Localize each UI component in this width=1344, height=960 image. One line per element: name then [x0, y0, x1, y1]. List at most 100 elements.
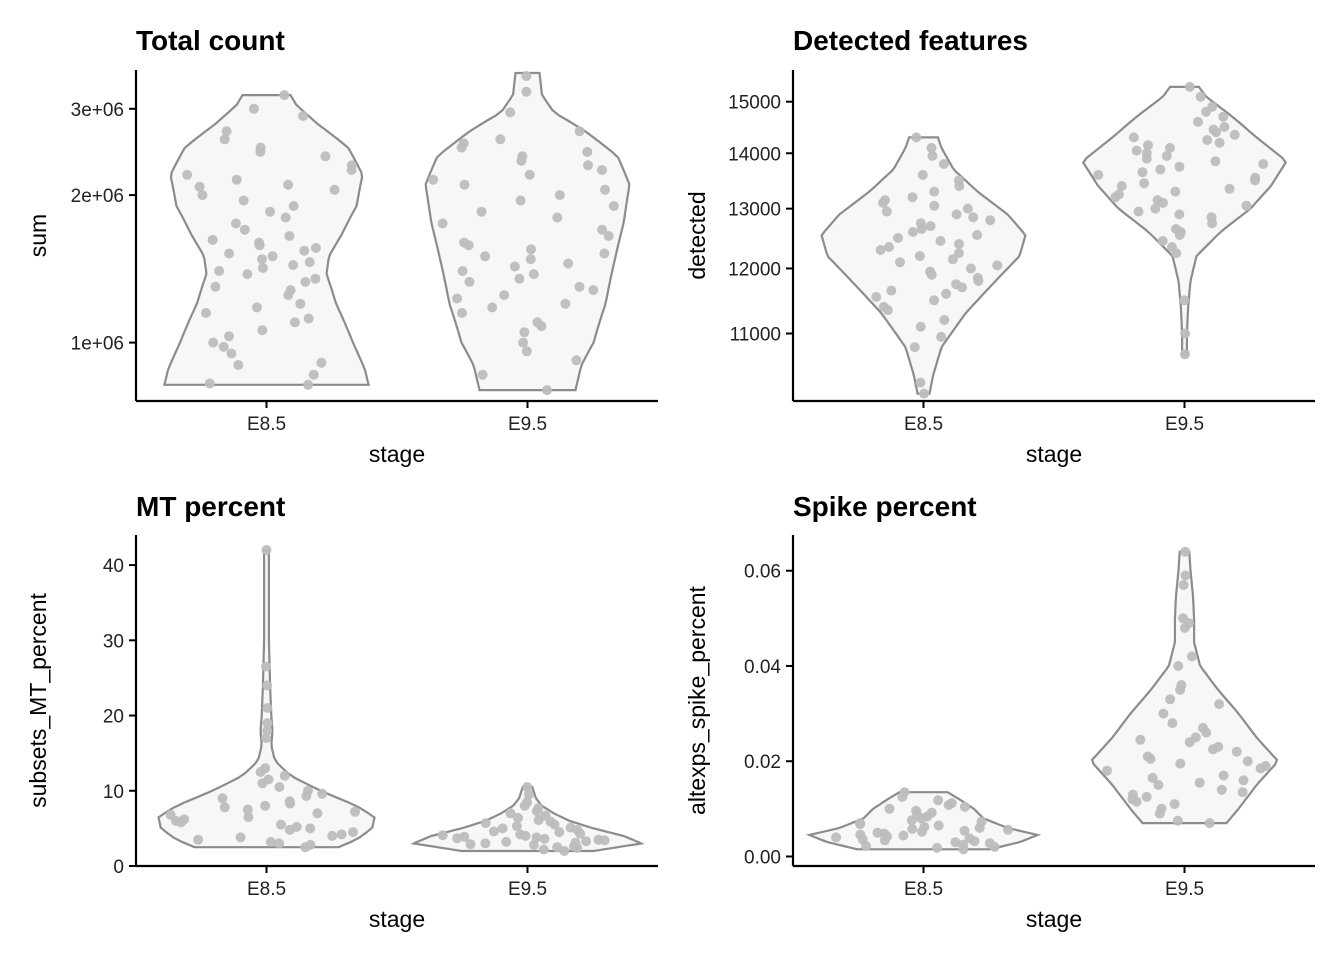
data-point	[521, 86, 532, 97]
data-point	[458, 138, 469, 149]
data-point	[523, 789, 534, 800]
data-point	[915, 377, 926, 388]
data-point	[582, 146, 593, 157]
x-tick-label: E8.5	[904, 414, 943, 435]
y-tick-label: 2e+06	[71, 186, 124, 207]
data-point	[542, 385, 552, 396]
data-point	[238, 195, 249, 206]
y-tick-label: 20	[103, 707, 124, 728]
data-point	[574, 281, 585, 292]
data-point	[560, 298, 571, 309]
data-point	[588, 285, 599, 296]
data-point	[1178, 580, 1189, 590]
data-point	[1218, 770, 1229, 781]
data-point	[310, 243, 321, 253]
data-point	[909, 342, 920, 353]
x-tick-label: E8.5	[904, 879, 943, 900]
data-point	[526, 244, 536, 255]
violin-E9.5	[1081, 85, 1288, 356]
data-point	[992, 260, 1003, 271]
data-point	[317, 788, 328, 799]
data-point	[919, 821, 930, 832]
data-point	[501, 836, 512, 847]
data-point	[1193, 116, 1203, 127]
data-point	[953, 175, 964, 186]
data-point	[899, 787, 910, 798]
data-point	[962, 203, 973, 214]
data-point	[855, 818, 866, 829]
data-point	[303, 313, 314, 324]
data-point	[1173, 661, 1184, 671]
data-point	[1218, 111, 1229, 122]
data-point	[1161, 150, 1172, 161]
data-point	[570, 837, 581, 848]
data-point	[511, 821, 522, 832]
data-point	[283, 179, 294, 190]
data-point	[872, 827, 883, 838]
data-point	[1180, 570, 1191, 581]
data-point	[881, 206, 892, 217]
data-point	[528, 839, 539, 850]
y-tick-label: 14000	[728, 144, 781, 165]
data-point	[182, 169, 193, 180]
data-point	[875, 245, 886, 255]
data-point	[984, 838, 995, 849]
data-point	[871, 292, 882, 302]
data-point	[880, 195, 890, 206]
data-point	[951, 279, 962, 290]
data-point	[513, 812, 523, 823]
data-point	[1174, 209, 1185, 220]
data-point	[563, 258, 574, 269]
data-point	[514, 273, 525, 284]
data-point	[574, 126, 585, 137]
data-point	[465, 839, 476, 850]
data-point	[1137, 167, 1148, 178]
y-axis-label: altexps_spike_percent	[684, 585, 710, 814]
data-point	[600, 184, 610, 195]
data-point	[239, 224, 250, 235]
data-point	[1180, 349, 1190, 360]
data-point	[218, 341, 229, 352]
data-point	[257, 263, 268, 273]
data-point	[954, 239, 964, 249]
y-tick-label: 0.06	[744, 562, 781, 583]
data-point	[976, 816, 987, 827]
data-point	[231, 174, 242, 185]
data-point	[522, 797, 533, 808]
data-point	[927, 150, 938, 161]
data-point	[539, 833, 550, 844]
data-point	[303, 379, 314, 390]
y-tick-label: 12000	[728, 259, 781, 280]
data-point	[298, 111, 308, 121]
violin-E9.5	[424, 71, 631, 392]
panel-title: Total count	[136, 25, 285, 56]
data-point	[1131, 145, 1142, 156]
data-point	[1242, 756, 1253, 767]
data-point	[219, 134, 230, 145]
data-point	[289, 317, 300, 328]
data-point	[499, 290, 510, 301]
data-point	[207, 234, 218, 245]
data-point	[1194, 777, 1205, 788]
data-point	[299, 245, 310, 256]
data-point	[603, 231, 614, 241]
y-tick-label: 10	[103, 782, 124, 803]
data-point	[911, 805, 922, 816]
data-point	[1174, 161, 1185, 172]
data-point	[262, 718, 273, 729]
data-point	[304, 257, 315, 268]
data-point	[532, 317, 543, 328]
data-point	[1219, 122, 1230, 132]
data-point	[915, 321, 926, 332]
data-point	[480, 838, 491, 849]
x-tick-label: E8.5	[247, 879, 286, 900]
data-point	[517, 151, 528, 162]
data-point	[214, 266, 225, 276]
data-point	[221, 126, 232, 137]
data-point	[457, 266, 468, 276]
data-point	[194, 181, 205, 192]
data-point	[226, 348, 237, 359]
data-point	[243, 812, 254, 823]
data-point	[554, 190, 565, 201]
